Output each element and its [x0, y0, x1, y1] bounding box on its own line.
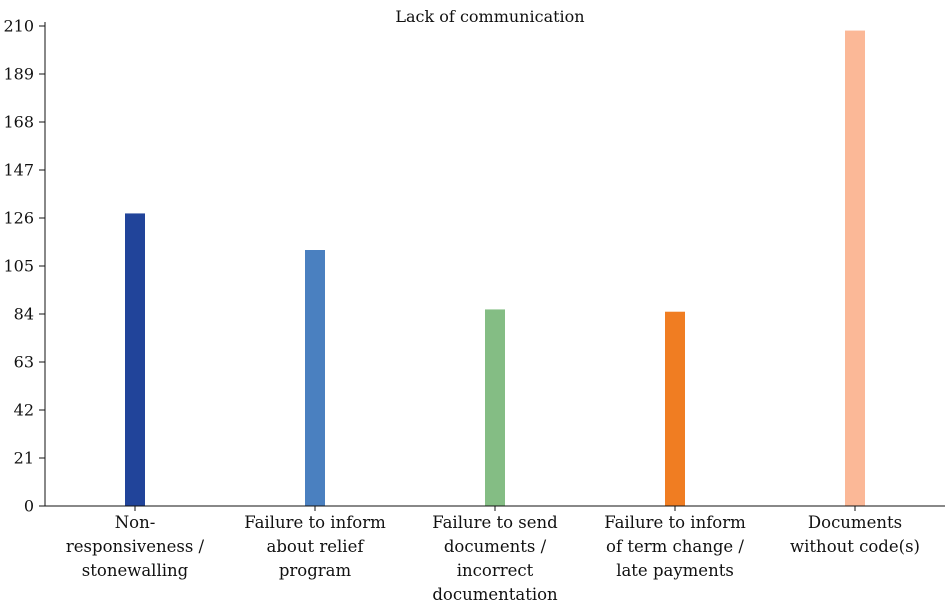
x-axis: Non-responsiveness / stonewalling Failure …: [45, 505, 945, 604]
bar: [665, 311, 685, 506]
y-tick-label: 63: [14, 353, 34, 372]
x-tick-label: Failure to send documents / incorrect docum…: [432, 513, 558, 604]
y-tick-label: 189: [3, 65, 34, 84]
chart-title: Lack of communication: [395, 7, 584, 26]
y-tick-label: 21: [14, 449, 34, 468]
bar: [485, 309, 505, 506]
bar: [845, 30, 865, 506]
x-tick-label: Non-responsiveness / stonewalling: [66, 513, 205, 580]
x-tick-label: Failure to inform of term change / late pa…: [604, 513, 746, 580]
y-tick-label: 210: [3, 17, 34, 36]
y-tick-label: 105: [3, 257, 34, 276]
x-tick-label: Failure to inform about relief program: [244, 513, 386, 580]
bars: [125, 30, 865, 506]
y-axis: 0 21 42 63 84 105 126 147 168 189 210: [3, 17, 46, 516]
y-tick-label: 84: [14, 305, 34, 324]
bar: [125, 213, 145, 506]
bar: [305, 250, 325, 506]
y-tick-label: 0: [24, 497, 34, 516]
y-tick-label: 168: [3, 113, 34, 132]
y-tick-label: 126: [3, 209, 34, 228]
x-tick-label: Documents without code(s): [790, 513, 920, 556]
y-tick-label: 147: [3, 161, 34, 180]
y-tick-label: 42: [14, 401, 34, 420]
